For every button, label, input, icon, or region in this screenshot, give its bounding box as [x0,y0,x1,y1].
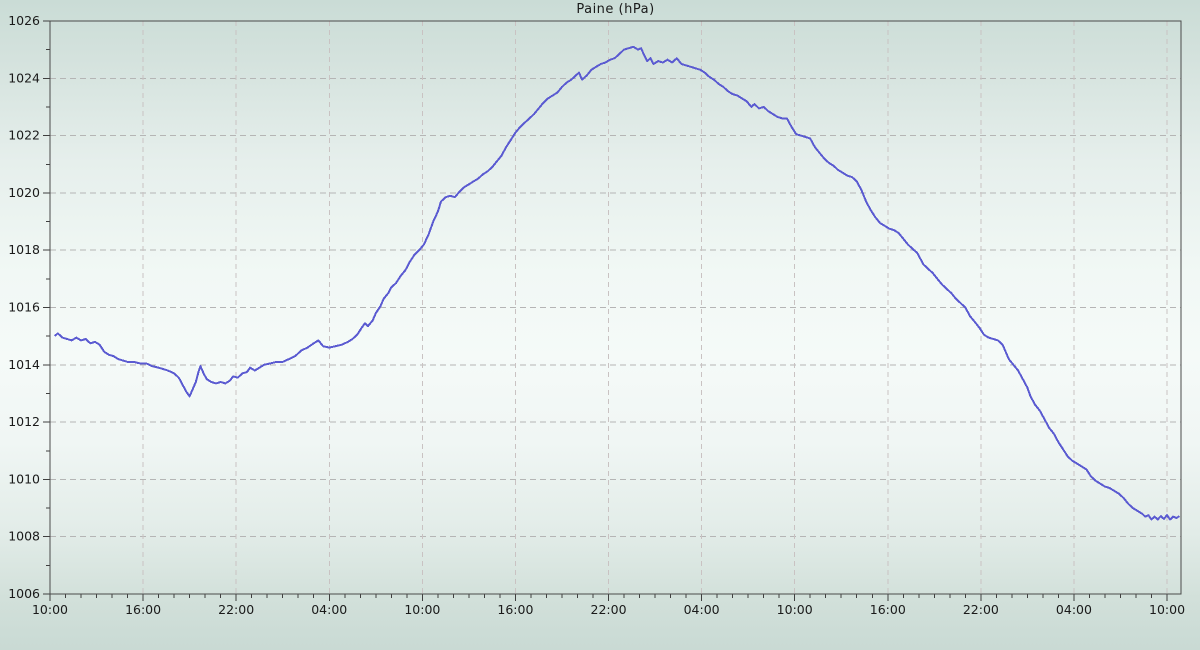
y-tick-label: 1016 [8,300,40,315]
y-tick-label: 1010 [8,471,40,486]
x-tick-label: 10:00 [777,602,813,617]
x-tick-label: 16:00 [125,602,161,617]
y-tick-label: 1026 [8,13,40,28]
y-tick-label: 1022 [8,128,40,143]
x-tick-label: 16:00 [870,602,906,617]
x-tick-label: 04:00 [1056,602,1092,617]
y-tick-label: 1014 [8,357,40,372]
x-tick-label: 16:00 [497,602,533,617]
x-tick-label: 04:00 [311,602,347,617]
chart-title: Paine (hPa) [576,2,655,17]
x-tick-label: 22:00 [963,602,999,617]
y-tick-label: 1012 [8,414,40,429]
x-tick-label: 04:00 [684,602,720,617]
y-tick-label: 1006 [8,586,40,601]
x-tick-label: 10:00 [404,602,440,617]
y-tick-label: 1020 [8,185,40,200]
y-tick-label: 1008 [8,529,40,544]
y-tick-label: 1024 [8,70,40,85]
x-tick-label: 22:00 [218,602,254,617]
pressure-line [54,45,1180,521]
x-tick-label: 22:00 [591,602,627,617]
plot-frame [49,20,1182,595]
x-tick-label: 10:00 [32,602,68,617]
y-tick-label: 1018 [8,242,40,257]
x-tick-label: 10:00 [1149,602,1185,617]
